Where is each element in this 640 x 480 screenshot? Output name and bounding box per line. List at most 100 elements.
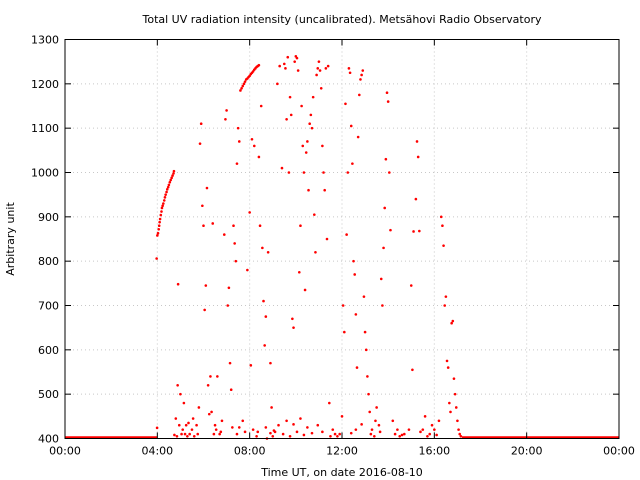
data-point	[449, 410, 452, 414]
data-point	[285, 419, 288, 423]
data-point	[448, 401, 451, 405]
data-point	[176, 384, 179, 387]
plot-frame	[64, 39, 620, 439]
data-point	[359, 78, 362, 81]
data-point	[446, 366, 450, 369]
data-point	[364, 348, 368, 352]
data-point	[354, 313, 358, 316]
data-point	[303, 288, 307, 292]
data-point	[316, 423, 320, 427]
data-point	[162, 199, 166, 202]
data-point	[302, 171, 306, 174]
data-point	[293, 60, 296, 63]
y-tick-label: 1000	[31, 167, 59, 180]
data-point	[361, 69, 365, 72]
data-point	[385, 91, 389, 94]
data-point	[188, 432, 191, 436]
y-tick-label: 400	[38, 433, 59, 446]
data-point	[343, 330, 346, 334]
data-point	[331, 428, 335, 431]
data-point	[157, 224, 161, 227]
chart-title: Total UV radiation intensity (uncalibrat…	[142, 13, 542, 26]
data-point	[213, 423, 217, 427]
data-point	[423, 415, 427, 418]
data-point	[328, 401, 331, 405]
axis-ticks	[64, 39, 620, 439]
data-point	[349, 124, 353, 128]
x-tick-label: 08:00	[234, 445, 266, 458]
data-point	[383, 206, 387, 210]
data-point	[158, 217, 162, 221]
data-point	[369, 432, 373, 436]
data-point	[435, 433, 438, 437]
data-point	[161, 204, 164, 208]
data-point	[284, 67, 287, 70]
data-point	[439, 215, 443, 219]
data-point	[263, 344, 266, 347]
data-point	[345, 233, 348, 236]
data-point	[314, 251, 317, 254]
data-point	[226, 304, 230, 307]
data-point	[445, 359, 449, 363]
data-point	[323, 188, 326, 192]
data-point	[246, 268, 249, 272]
data-point	[389, 228, 392, 232]
data-point	[174, 417, 178, 420]
y-axis-label: Arbitrary unit	[4, 202, 17, 276]
y-tick-labels: 400 500 600 700 800 900 1000 1100 1200 1300	[31, 34, 59, 446]
y-tick-label: 700	[38, 300, 59, 313]
data-point	[233, 242, 236, 245]
data-point	[249, 364, 253, 367]
data-point	[310, 431, 314, 435]
y-tick-label: 600	[38, 344, 59, 357]
data-point	[172, 172, 175, 175]
data-point	[222, 233, 226, 236]
data-point	[414, 197, 418, 201]
data-point	[198, 142, 202, 145]
data-point	[368, 410, 372, 414]
data-point	[243, 430, 247, 434]
data-point	[191, 417, 195, 420]
data-point	[240, 86, 243, 90]
data-point	[351, 162, 354, 165]
data-point	[344, 102, 347, 106]
data-point	[296, 69, 300, 72]
y-tick-label: 800	[38, 255, 59, 268]
data-point	[272, 429, 276, 432]
data-point	[426, 434, 429, 438]
data-point	[349, 431, 353, 435]
data-point	[276, 82, 279, 86]
data-point	[176, 282, 180, 286]
x-tick-label: 00:00	[49, 445, 81, 458]
data-point	[317, 60, 321, 63]
y-tick-label: 500	[38, 388, 59, 401]
y-tick-label: 900	[38, 211, 59, 224]
data-point	[182, 401, 186, 405]
x-axis-label: Time UT, on date 2016-08-10	[260, 466, 423, 479]
data-point	[237, 140, 241, 143]
data-point	[209, 375, 212, 378]
data-point	[266, 251, 270, 254]
data-point	[379, 277, 383, 281]
data-point	[285, 118, 288, 121]
data-point	[165, 190, 168, 194]
data-point	[184, 423, 188, 427]
data-point	[421, 428, 425, 431]
data-point	[158, 220, 161, 224]
data-point	[216, 375, 219, 378]
data-point	[225, 109, 228, 112]
data-point	[377, 423, 381, 427]
data-point	[201, 204, 204, 208]
data-point	[277, 423, 280, 427]
data-point	[366, 375, 369, 378]
data-point	[160, 210, 163, 213]
data-point	[356, 135, 360, 139]
data-point	[173, 433, 176, 437]
data-point	[236, 126, 240, 130]
data-point	[358, 93, 361, 97]
data-point	[262, 299, 265, 303]
data-point	[234, 259, 238, 263]
data-point	[297, 270, 301, 274]
data-point	[163, 196, 167, 199]
